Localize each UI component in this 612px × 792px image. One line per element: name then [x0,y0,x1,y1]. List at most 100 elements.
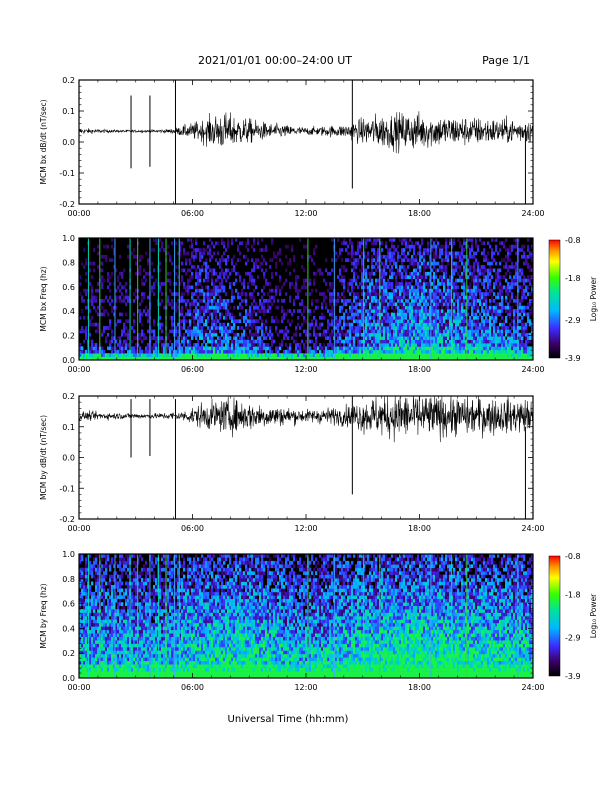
spectrogram-cell [527,302,530,307]
spectrogram-cell [357,285,360,290]
spectrogram-cell [331,329,334,334]
spectrogram-cell [265,329,268,334]
spectrogram-cell [339,356,342,361]
spectrogram-cell [207,265,210,269]
spectrogram-cell [389,336,392,340]
spectrogram-cell [187,356,190,361]
spectrogram-cell [499,336,502,340]
spectrogram-cell [357,339,360,344]
spectrogram-cell [449,343,452,347]
spectrogram-cell [223,322,226,327]
spectrogram-cell [483,265,486,269]
spectrogram-cell [531,288,534,293]
spectrogram-cell [465,254,468,259]
spectrogram-cell [375,258,378,263]
spectrogram-cell [107,244,110,249]
spectrogram-cell [471,332,474,337]
spectrogram-cell [365,278,368,283]
spectrogram-cell [407,282,410,286]
spectrogram-cell [527,248,530,252]
spectrogram-cell [213,285,216,290]
spectrogram-cell [231,241,234,246]
spectrogram-cell [501,258,504,263]
spectrogram-cell [211,302,214,307]
spectrogram-cell [195,356,198,361]
spectrogram-cell [237,346,240,351]
spectrogram-cell [197,282,200,286]
spectrogram-cell [261,319,264,324]
spectrogram-cell [395,288,398,293]
spectrogram-cell [325,268,328,273]
spectrogram-cell [393,312,396,317]
spectrogram-cell [265,319,268,324]
spectrogram-cell [91,292,94,296]
spectrogram-cell [423,271,426,276]
spectrogram-cell [177,336,180,340]
spectrogram-cell [353,329,356,334]
spectrogram-cell [423,322,426,327]
spectrogram-cell [321,312,324,317]
spectrogram-cell [487,292,490,296]
spectrogram-cell [445,271,448,276]
spectrogram-cell [435,261,438,266]
spectrogram-cell [427,309,430,313]
spectrogram-cell [313,329,316,334]
spectrogram-cell [377,251,380,256]
spectrogram-cell [389,349,392,354]
spectrogram-cell [209,332,212,337]
spectrogram-cell [197,275,200,279]
spectrogram-cell [407,343,410,347]
spectrogram-cell [121,349,124,354]
spectrogram-cell [519,339,522,344]
spectrogram-cell [111,336,114,340]
spectrogram-cell [521,254,524,259]
spectrogram-cell [377,261,380,266]
spectrogram-cell [343,288,346,293]
spectrogram-cell [119,353,122,357]
spectrogram-cell [457,292,460,296]
spectrogram-cell [361,241,364,246]
spectrogram-cell [435,254,438,259]
spectrogram-cell [401,265,404,269]
spectrogram-cell [437,329,440,334]
spectrogram-cell [239,295,242,300]
spectrogram-cell [417,271,420,276]
spectrogram-cell [109,343,112,347]
spectrogram-cell [267,353,270,357]
spectrogram-cell [371,353,374,357]
spectrogram-cell [225,292,228,296]
spectrogram-cell [431,319,434,324]
spectrogram-cell [475,251,478,256]
spectrogram-cell [199,336,202,340]
spectrogram-cell [411,295,414,300]
spectrogram-cell [447,336,450,340]
spectrogram-cell [401,299,404,303]
spectrogram-cell [321,315,324,320]
spectrogram-cell [373,292,376,296]
spectrogram-cell [237,305,240,310]
spectrogram-cell [209,288,212,293]
spectrogram-cell [187,319,190,324]
spectrogram-cell [285,326,288,330]
spectrogram-cell [301,322,304,327]
spectrogram-cell [405,238,408,242]
spectrogram-cell [211,241,214,246]
spectrogram-cell [459,329,462,334]
spectrogram-cell [325,282,328,286]
spectrogram-cell [195,248,198,252]
spectrogram-cell [423,299,426,303]
spectrogram-cell [377,315,380,320]
spectrogram-cell [505,339,508,344]
spectrogram-cell [493,282,496,286]
spectrogram-cell [79,292,82,296]
spectrogram-cell [279,353,282,357]
spectrogram-cell [275,349,278,354]
spectrogram-cell [261,353,264,357]
spectrogram-cell [351,285,354,290]
spectrogram-cell [231,346,234,351]
spectrogram-cell [181,241,184,246]
spectrogram-cell [519,336,522,340]
spectrogram-cell [391,265,394,269]
spectrogram-cell [251,292,254,296]
spectrogram-cell [243,332,246,337]
